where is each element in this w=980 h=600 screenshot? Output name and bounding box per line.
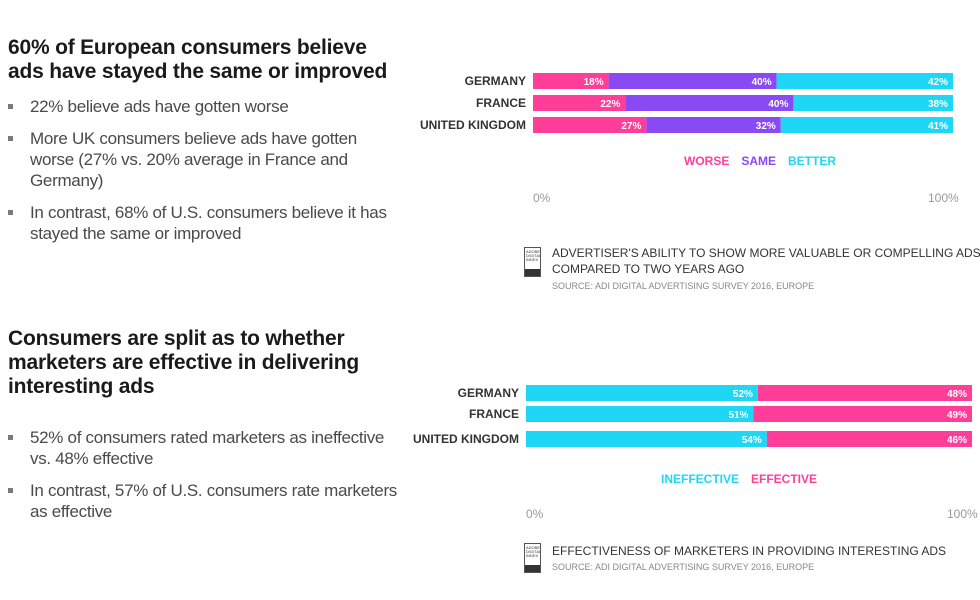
category-label: FRANCE <box>469 407 519 421</box>
bar-segment <box>753 406 972 422</box>
chart-plot-area: 18% 40% 42% 22% 40% 38% 27% 32% 41% <box>533 73 953 133</box>
bar-segment <box>766 431 972 447</box>
data-label: 46% <box>947 435 967 446</box>
x-tick-label: 0% <box>526 507 544 521</box>
bar-segment <box>608 73 777 89</box>
stacked-bar-chart-effectiveness: 52% 48% 51% 49% 54% 46% GERMANY FRANCE UNITED KI… <box>0 300 980 600</box>
chart-legend: WORSE SAME BETTER <box>684 154 848 168</box>
bar-segment <box>780 117 953 133</box>
bar-segment <box>533 73 609 89</box>
chart-source: SOURCE: ADI DIGITAL ADVERTISING SURVEY 2… <box>552 562 815 572</box>
data-label: 51% <box>728 410 748 421</box>
x-tick-label: 100% <box>928 191 959 205</box>
bullet-icon <box>8 210 13 215</box>
chart-caption-line1: ADVERTISER'S ABILITY TO SHOW MORE VALUAB… <box>552 246 980 260</box>
data-label: 32% <box>756 121 776 132</box>
legend-entry: EFFECTIVE <box>751 472 818 486</box>
adobe-digital-index-badge-icon: ADOBE DIGITAL INDEX <box>524 543 541 573</box>
data-label: 22% <box>600 99 620 110</box>
legend-entry: BETTER <box>788 154 837 168</box>
section-ad-perception: 60% of European consumers believe ads ha… <box>8 36 980 291</box>
bullet-item: More UK consumers believe ads have gotte… <box>8 128 398 191</box>
category-label: UNITED KINGDOM <box>413 432 519 446</box>
bullet-item: In contrast, 57% of U.S. consumers rate … <box>8 480 398 522</box>
bar-segment <box>793 95 953 111</box>
bullet-icon <box>8 488 13 493</box>
data-label: 52% <box>733 389 753 400</box>
category-label: GERMANY <box>457 386 519 400</box>
data-label: 38% <box>928 99 948 110</box>
chart-plot-area: 52% 48% 51% 49% 54% 46% <box>526 385 972 447</box>
x-tick-label: 0% <box>533 191 551 205</box>
section-marketer-effectiveness: Consumers are split as to whether market… <box>0 300 980 600</box>
data-label: 54% <box>742 435 762 446</box>
category-label: FRANCE <box>476 96 526 110</box>
bar-segment <box>526 406 754 422</box>
bullet-list: 52% of consumers rated marketers as inef… <box>8 427 398 533</box>
bar-segment <box>625 95 794 111</box>
data-label: 40% <box>752 77 772 88</box>
legend-entry: INEFFECTIVE <box>661 472 740 486</box>
section-heading: Consumers are split as to whether market… <box>8 327 359 398</box>
bullet-item: 22% believe ads have gotten worse <box>8 96 398 117</box>
data-label: 49% <box>947 410 967 421</box>
bullet-list: 22% believe ads have gotten worse More U… <box>8 96 398 255</box>
legend-entry: SAME <box>741 154 777 168</box>
category-label: GERMANY <box>464 74 526 88</box>
chart-source: SOURCE: ADI DIGITAL ADVERTISING SURVEY 2… <box>552 281 815 291</box>
bar-segment <box>533 95 626 111</box>
category-label: UNITED KINGDOM <box>420 118 526 132</box>
chart-legend: INEFFECTIVE EFFECTIVE <box>661 472 829 486</box>
bullet-icon <box>8 136 13 141</box>
bar-segment <box>526 385 758 401</box>
data-label: 42% <box>928 77 948 88</box>
stacked-bar-chart-ad-ability: 18% 40% 42% 22% 40% 38% 27% 32% 41% GERMANY FRANCE… <box>420 73 959 205</box>
bar-segment <box>526 431 767 447</box>
bar-segment <box>776 73 953 89</box>
legend-entry: WORSE <box>684 154 730 168</box>
data-label: 27% <box>621 121 641 132</box>
bullet-icon <box>8 104 13 109</box>
bullet-icon <box>8 435 13 440</box>
chart-caption-line1: EFFECTIVENESS OF MARKETERS IN PROVIDING … <box>552 544 947 558</box>
adobe-digital-index-badge-icon: ADOBE DIGITAL INDEX <box>524 247 541 277</box>
x-tick-label: 100% <box>947 507 978 521</box>
chart-caption-line2: COMPARED TO TWO YEARS AGO <box>552 262 745 276</box>
bullet-item: 52% of consumers rated marketers as inef… <box>8 427 398 469</box>
bar-segment <box>757 385 972 401</box>
section-heading: 60% of European consumers believe ads ha… <box>8 36 388 83</box>
bullet-item: In contrast, 68% of U.S. consumers belie… <box>8 202 398 244</box>
data-label: 40% <box>768 99 788 110</box>
data-label: 18% <box>584 77 604 88</box>
bar-segment <box>533 117 647 133</box>
data-label: 48% <box>947 389 967 400</box>
bar-segment <box>646 117 781 133</box>
data-label: 41% <box>928 121 948 132</box>
